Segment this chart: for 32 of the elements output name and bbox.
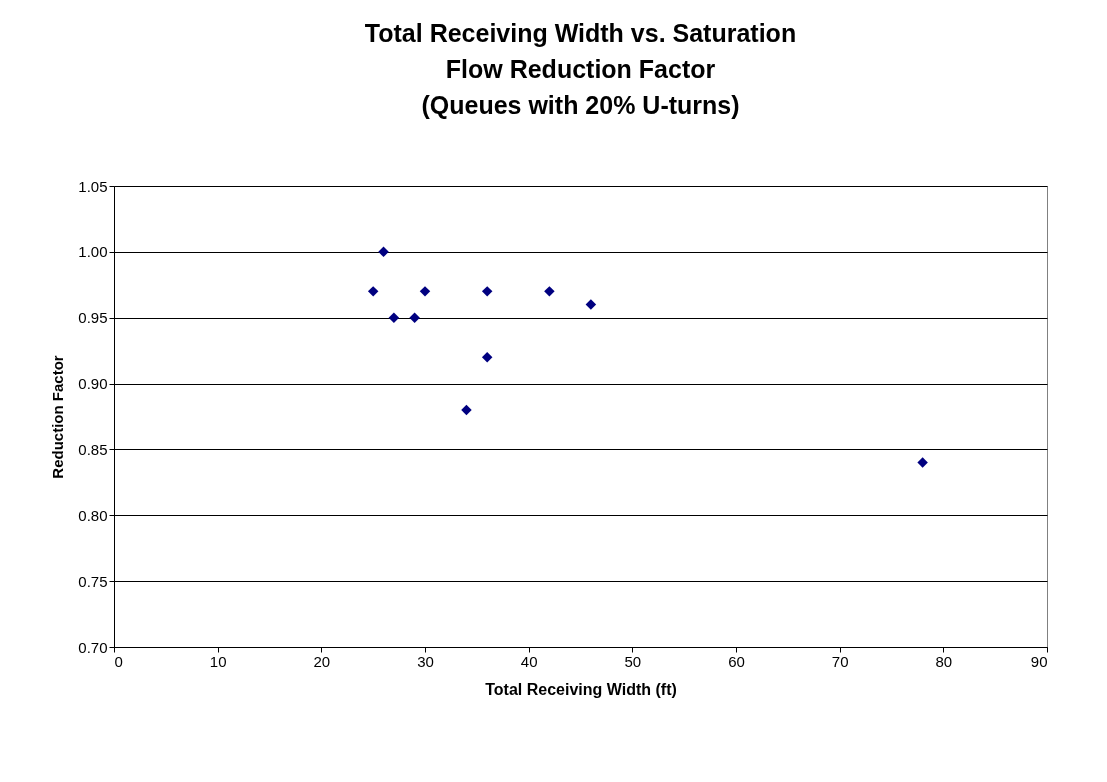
chart-title: Total Receiving Width vs. Saturation Flow Reduction Factor (Queues with 20% U-turns)	[364, 19, 797, 119]
point	[409, 312, 420, 323]
point	[378, 246, 389, 258]
x-tick-label: 60	[728, 652, 745, 670]
point	[367, 286, 379, 297]
point	[481, 286, 493, 297]
x-tick-label: 70	[831, 652, 849, 670]
y-tick-label: 0.85	[78, 440, 108, 458]
y-tick-label: 0.95	[78, 309, 108, 327]
x-tick-label: 30	[417, 652, 434, 670]
point	[461, 404, 472, 416]
point	[917, 457, 928, 468]
y-tick-label: 1.05	[78, 177, 108, 195]
y-tick-label: 1.00	[78, 243, 108, 261]
y-axis-title: Reduction Factor	[49, 355, 67, 479]
x-tick-label: 10	[209, 652, 227, 670]
point	[544, 286, 555, 297]
x-tick-label: 50	[624, 652, 642, 670]
point	[585, 299, 597, 310]
y-tick-label: 0.70	[78, 638, 108, 656]
x-tick-label: 90	[1030, 652, 1048, 670]
x-tick-label: 20	[313, 652, 331, 670]
x-tick-label: 40	[520, 652, 538, 670]
x-tick-label: 80	[935, 652, 953, 670]
point	[388, 312, 400, 323]
y-tick-label: 0.80	[78, 506, 108, 524]
x-axis-title: Total Receiving Width (ft)	[485, 680, 677, 698]
x-tick-label: 0	[114, 652, 123, 670]
y-tick-label: 0.90	[78, 375, 108, 393]
y-tick-label: 0.75	[78, 572, 108, 590]
point	[481, 351, 493, 363]
point	[419, 286, 431, 297]
